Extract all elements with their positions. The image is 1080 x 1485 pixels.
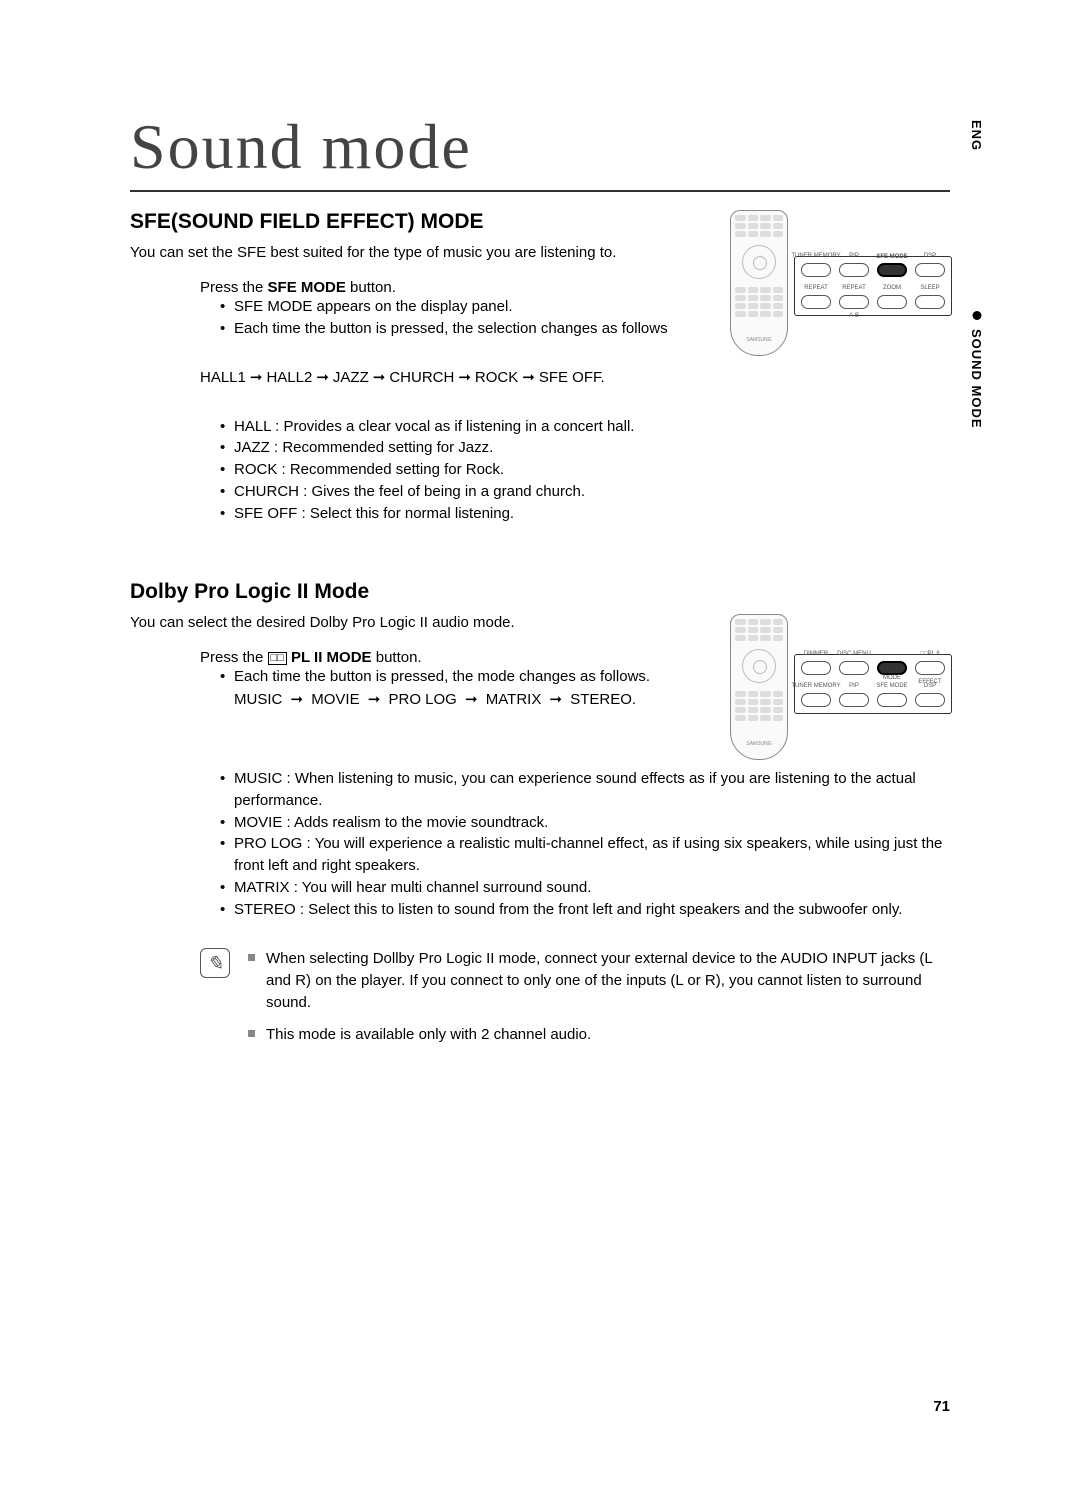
- remote-body: SAMSUNG: [730, 614, 788, 760]
- page-number: 71: [933, 1398, 950, 1415]
- callout-btn: DIMMER: [801, 661, 831, 675]
- callout-btn: PIP: [839, 263, 869, 277]
- dolby-desc: MUSIC : When listening to music, you can…: [220, 768, 950, 812]
- remote-brand: SAMSUNG: [731, 337, 787, 343]
- seq-i: MUSIC: [234, 691, 282, 708]
- callout-btn: REPEAT: [801, 295, 831, 309]
- dolby-desc: PRO LOG : You will experience a realisti…: [220, 833, 950, 877]
- callout-btn: SLEEP: [915, 295, 945, 309]
- seq-i: HALL2: [266, 369, 312, 386]
- sfe-callout: TUNER MEMORY PIP SFE MODE DSP REPEAT REP…: [794, 256, 952, 316]
- dolby-press-post: button.: [372, 649, 422, 666]
- dolby-bullets: Each time the button is pressed, the mod…: [220, 666, 690, 688]
- callout-btn: TUNER MEMORY: [801, 693, 831, 707]
- sfe-desc: JAZZ : Recommended setting for Jazz.: [220, 437, 950, 459]
- side-tab-lang: ENG: [969, 120, 984, 151]
- seq-i: JAZZ: [333, 369, 369, 386]
- dolby-press: Press the □□ PL II MODE button.: [200, 649, 670, 666]
- seq-i: ROCK: [475, 369, 518, 386]
- dolby-section: Dolby Pro Logic II Mode You can select t…: [130, 580, 950, 920]
- page-title: Sound mode: [130, 110, 950, 192]
- seq-i: STEREO.: [570, 691, 636, 708]
- sfe-section: SFE(SOUND FIELD EFFECT) MODE You can set…: [130, 210, 950, 524]
- sfe-desc-list: HALL : Provides a clear vocal as if list…: [220, 416, 950, 525]
- note-icon: ✎: [200, 948, 230, 978]
- callout-btn: DSP: [915, 693, 945, 707]
- sfe-desc: ROCK : Recommended setting for Rock.: [220, 459, 950, 481]
- sfe-desc: HALL : Provides a clear vocal as if list…: [220, 416, 950, 438]
- note-item: When selecting Dollby Pro Logic II mode,…: [248, 948, 950, 1013]
- sfe-press: Press the SFE MODE button.: [200, 279, 670, 296]
- seq-i: HALL1: [200, 369, 246, 386]
- remote-brand: SAMSUNG: [731, 741, 787, 747]
- pl2-icon: □□: [268, 652, 287, 665]
- callout-btn-highlight: SFE MODE: [877, 263, 907, 277]
- seq-i: CHURCH: [389, 369, 454, 386]
- callout-btn: ZOOM: [877, 295, 907, 309]
- note-item: This mode is available only with 2 chann…: [248, 1024, 950, 1046]
- dolby-press-pre: Press the: [200, 649, 268, 666]
- seq-i: MATRIX: [486, 691, 542, 708]
- sfe-press-bold: SFE MODE: [268, 279, 346, 296]
- callout-btn: □□PL IIEFFECT: [915, 661, 945, 675]
- seq-i: PRO LOG: [389, 691, 457, 708]
- side-tabs: ENG SOUND MODE: [969, 120, 984, 429]
- sfe-press-post: button.: [346, 279, 396, 296]
- sfe-bullets: SFE MODE appears on the display panel. E…: [220, 296, 690, 340]
- dolby-callout: DIMMER DISC MENU MODE □□PL IIEFFECT TUNE…: [794, 654, 952, 714]
- dolby-desc-list: MUSIC : When listening to music, you can…: [220, 768, 950, 920]
- dolby-press-bold: PL II MODE: [287, 649, 372, 666]
- seq-i: MOVIE: [311, 691, 359, 708]
- sfe-sequence: HALL1➞HALL2➞JAZZ➞CHURCH➞ROCK➞SFE OFF.: [200, 368, 950, 386]
- callout-btn: REPEATA-B: [839, 295, 869, 309]
- callout-btn: SFE MODE: [877, 693, 907, 707]
- sfe-desc: CHURCH : Gives the feel of being in a gr…: [220, 481, 950, 503]
- note-block: ✎ When selecting Dollby Pro Logic II mod…: [200, 948, 950, 1055]
- dolby-bullet-1: Each time the button is pressed, the mod…: [220, 666, 690, 688]
- sfe-desc: SFE OFF : Select this for normal listeni…: [220, 503, 950, 525]
- dolby-desc: MOVIE : Adds realism to the movie soundt…: [220, 812, 950, 834]
- side-tab-section: SOUND MODE: [969, 311, 984, 429]
- dolby-desc: MATRIX : You will hear multi channel sur…: [220, 877, 950, 899]
- sfe-press-pre: Press the: [200, 279, 268, 296]
- sfe-bullet-1: SFE MODE appears on the display panel.: [220, 296, 690, 318]
- dolby-desc: STEREO : Select this to listen to sound …: [220, 899, 950, 921]
- remote-body: SAMSUNG: [730, 210, 788, 356]
- dolby-remote-illustration: SAMSUNG DIMMER DISC MENU MODE □□PL IIEFF…: [730, 614, 950, 774]
- dolby-heading: Dolby Pro Logic II Mode: [130, 580, 950, 604]
- callout-btn: DSP: [915, 263, 945, 277]
- sfe-bullet-2: Each time the button is pressed, the sel…: [220, 318, 690, 340]
- callout-btn: DISC MENU: [839, 661, 869, 675]
- sfe-remote-illustration: SAMSUNG TUNER MEMORY PIP SFE MODE DSP RE…: [730, 210, 950, 370]
- callout-btn: PIP: [839, 693, 869, 707]
- callout-btn-highlight: MODE: [877, 661, 907, 675]
- callout-btn: TUNER MEMORY: [801, 263, 831, 277]
- seq-i: SFE OFF.: [539, 369, 605, 386]
